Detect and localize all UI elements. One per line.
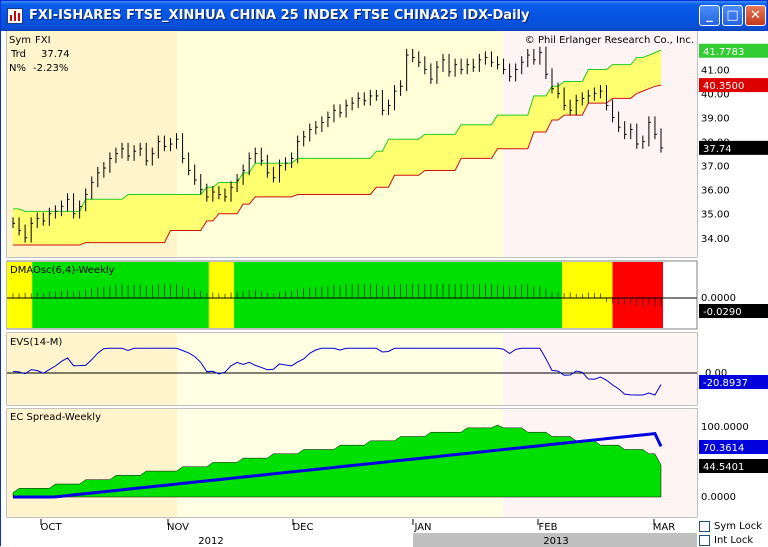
pct-label: N%	[9, 63, 26, 74]
dmaosc-zero-label: 0.0000	[701, 293, 736, 304]
evs-panel: EVS(14-M) 0.00 -20.8937	[6, 332, 768, 406]
year-label-2013: 2013	[543, 536, 568, 547]
dmaosc-segment	[234, 262, 563, 328]
season-band-spring	[503, 31, 697, 257]
lock-panel: Sym Lock Int Lock	[697, 519, 768, 547]
chart-area[interactable]: 41.0040.0039.0038.0037.0036.0035.0034.00…	[1, 31, 768, 547]
price-tag-label: 37.74	[703, 144, 732, 155]
price-tag	[699, 43, 768, 58]
sym-label: Sym	[9, 35, 31, 46]
sym-lock-checkbox[interactable]: Sym Lock	[699, 520, 762, 533]
dmaosc-value-tag	[699, 304, 768, 318]
pct-value: -2.23%	[33, 63, 68, 74]
dmaosc-value-label: -0.0290	[703, 307, 742, 318]
dmaosc-segment	[612, 262, 663, 328]
ec-spread-title: EC Spread-Weekly	[10, 412, 101, 423]
dmaosc-segment	[7, 262, 33, 328]
evs-zero-label: 0.00	[705, 368, 727, 379]
ec-spread-black-tag	[699, 459, 768, 473]
sym-lock-box[interactable]	[699, 521, 710, 532]
evs-line	[12, 347, 662, 396]
sym-lock-label: Sym Lock	[714, 521, 762, 532]
price-tick-label: 41.00	[701, 65, 730, 76]
year-label-2012: 2012	[198, 536, 223, 547]
band-lower-line	[13, 84, 662, 246]
price-tick-label: 40.00	[701, 90, 730, 101]
evs-value-label: -20.8937	[703, 378, 748, 389]
month-label: JAN	[413, 522, 431, 533]
price-tag	[699, 140, 768, 155]
price-tag-label: 41.7783	[703, 47, 744, 58]
int-lock-checkbox[interactable]: Int Lock	[699, 534, 753, 547]
month-label: OCT	[41, 522, 63, 533]
band-upper-line	[13, 49, 662, 212]
price-tag	[699, 78, 768, 93]
close-button[interactable]: ✕	[745, 5, 766, 26]
minimize-button[interactable]: _	[699, 5, 720, 26]
ec-spread-blue-label: 70.3614	[703, 443, 744, 454]
int-lock-box[interactable]	[699, 535, 710, 546]
trd-value: 37.74	[41, 49, 70, 60]
copyright: © Phil Erlanger Research Co., Inc.	[525, 35, 694, 46]
ec-spread-area	[12, 424, 662, 498]
int-lock-label: Int Lock	[714, 535, 754, 546]
price-tick-label: 34.00	[701, 234, 730, 245]
ec-spread-line	[13, 431, 663, 499]
dmaosc-segment	[562, 262, 613, 328]
price-panel: 41.0040.0039.0038.0037.0036.0035.0034.00…	[6, 31, 730, 258]
ec-spread-panel: EC Spread-Weekly 100.0000 0.0000 70.3614…	[6, 408, 768, 518]
price-tag-label: 40.3500	[703, 81, 744, 92]
maximize-button[interactable]: □	[722, 5, 743, 26]
title-bar[interactable]: FXI-ISHARES FTSE_XINHUA CHINA 25 INDEX F…	[1, 1, 767, 31]
ec-spread-blue-tag	[699, 440, 768, 454]
ec-spread-black-label: 44.5401	[703, 462, 744, 473]
trend-band	[13, 50, 661, 245]
ec-spread-top-label: 100.0000	[701, 422, 749, 433]
price-tick-label: 35.00	[701, 210, 730, 221]
chart-app-icon	[7, 8, 23, 24]
window-title: FXI-ISHARES FTSE_XINHUA CHINA 25 INDEX F…	[29, 8, 530, 23]
ec-spread-zero-label: 0.0000	[701, 492, 736, 503]
sym-value: FXI	[35, 35, 51, 46]
month-label: MAR	[653, 522, 675, 533]
month-label: FEB	[539, 522, 558, 533]
month-label: NOV	[167, 522, 189, 533]
evs-title: EVS(14-M)	[10, 337, 62, 348]
price-tick-label: 37.00	[701, 162, 730, 173]
trd-label: Trd	[10, 49, 26, 60]
evs-value-tag	[699, 375, 768, 389]
price-tick-label: 39.00	[701, 114, 730, 125]
dmaosc-title: DMAOsc(6,4)-Weekly	[10, 265, 115, 276]
time-axis: OCT NOV DEC JAN FEB MAR 2012 2013	[1, 519, 697, 547]
price-tick-label: 36.00	[701, 186, 730, 197]
dmaosc-panel: DMAOsc(6,4)-Weekly 0.0000 -0.0290	[6, 260, 768, 330]
month-label: DEC	[292, 522, 313, 533]
